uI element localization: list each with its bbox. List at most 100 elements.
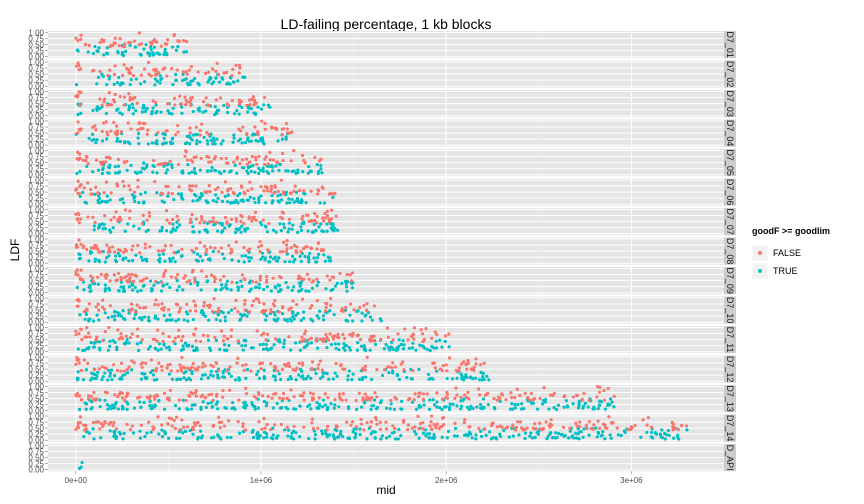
data-point: [188, 378, 193, 382]
data-point: [238, 162, 242, 166]
data-point: [245, 162, 249, 166]
data-point: [148, 245, 152, 249]
data-point: [252, 299, 256, 303]
data-point: [249, 287, 253, 291]
data-point: [110, 245, 115, 249]
data-point: [416, 414, 420, 418]
data-point: [360, 405, 364, 409]
data-point: [281, 397, 285, 401]
data-point: [237, 398, 241, 402]
data-point: [141, 200, 145, 205]
data-point: [219, 246, 224, 250]
data-point: [181, 344, 185, 348]
data-point: [265, 230, 270, 234]
data-point: [195, 198, 199, 203]
y-tick-label: 0.25: [28, 46, 44, 55]
data-point: [179, 366, 183, 370]
data-point: [280, 137, 284, 141]
data-point: [136, 128, 140, 132]
data-point: [262, 399, 266, 404]
data-point: [298, 348, 303, 352]
data-point: [194, 184, 198, 188]
data-point: [309, 336, 313, 340]
data-point: [113, 164, 117, 169]
data-point: [102, 222, 106, 227]
data-point: [260, 244, 264, 248]
data-point: [659, 435, 663, 439]
data-point: [200, 122, 204, 126]
facet-label: D7_07: [725, 208, 735, 235]
data-point: [160, 199, 164, 203]
data-point: [121, 309, 125, 313]
data-point: [339, 429, 343, 434]
data-point: [301, 374, 305, 378]
data-point: [251, 346, 255, 350]
data-point: [242, 166, 246, 170]
data-point: [288, 364, 292, 369]
data-point: [117, 271, 121, 275]
data-point: [266, 103, 270, 107]
data-point: [166, 191, 171, 195]
data-point: [277, 310, 281, 314]
data-point: [215, 400, 220, 404]
data-point: [101, 227, 105, 231]
data-point: [379, 399, 384, 403]
data-point: [518, 393, 522, 398]
data-point: [136, 136, 140, 140]
data-point: [90, 192, 94, 196]
data-point: [469, 367, 474, 371]
data-point: [280, 312, 285, 316]
data-point: [418, 343, 422, 347]
data-point: [358, 433, 362, 437]
data-point: [234, 198, 238, 202]
data-point: [328, 332, 332, 336]
data-point: [310, 396, 315, 400]
data-point: [472, 368, 476, 372]
data-point: [316, 280, 320, 284]
data-point: [117, 44, 121, 48]
data-point: [321, 374, 325, 379]
data-point: [183, 154, 187, 158]
data-point: [214, 288, 218, 292]
data-point: [150, 287, 154, 291]
data-point: [122, 342, 127, 346]
data-point: [231, 67, 235, 72]
y-tick-label: 0.00: [28, 466, 44, 475]
data-point: [116, 164, 121, 168]
data-point: [378, 427, 383, 431]
data-point: [176, 123, 180, 128]
data-point: [272, 310, 276, 314]
data-point: [128, 428, 133, 432]
data-point: [207, 155, 211, 159]
data-point: [349, 302, 353, 306]
data-point: [513, 402, 517, 407]
data-point: [323, 403, 327, 407]
data-point: [119, 332, 123, 336]
data-point: [75, 358, 79, 362]
data-point: [189, 407, 194, 411]
data-point: [215, 220, 219, 225]
data-point: [556, 431, 561, 435]
data-point: [104, 276, 108, 280]
data-point: [444, 334, 448, 338]
data-point: [95, 105, 100, 109]
data-point: [405, 375, 409, 380]
y-tick-label: 1.00: [28, 146, 44, 155]
data-point: [293, 257, 297, 262]
data-point: [575, 424, 579, 428]
data-point: [603, 437, 607, 441]
data-point: [390, 431, 394, 435]
data-point: [412, 337, 416, 341]
data-point: [175, 288, 179, 292]
data-point: [190, 170, 194, 174]
data-point: [110, 403, 115, 407]
data-point: [608, 397, 613, 401]
data-point: [119, 130, 124, 134]
data-point: [318, 376, 323, 380]
data-point: [144, 257, 149, 261]
data-point: [279, 377, 283, 382]
data-point: [348, 273, 352, 277]
data-point: [329, 402, 333, 406]
data-point: [237, 286, 241, 290]
data-point: [610, 400, 614, 404]
